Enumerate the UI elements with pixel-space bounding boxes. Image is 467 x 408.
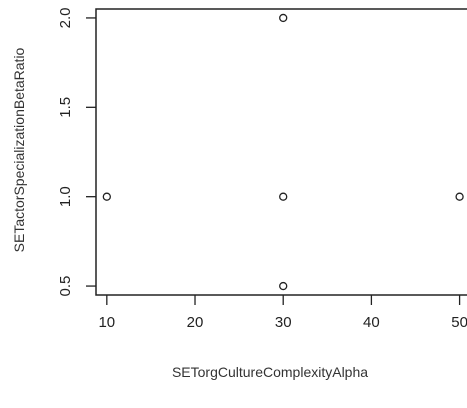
y-tick-label: 1.0 <box>57 186 74 207</box>
scatter-point <box>102 192 111 201</box>
x-tick-label: 20 <box>187 314 204 331</box>
x-tick-label: 50 <box>451 314 467 331</box>
y-tick-label: 0.5 <box>57 276 74 297</box>
scatter-point <box>279 13 288 23</box>
x-tick-label: 40 <box>363 314 380 331</box>
x-tick-label: 30 <box>275 314 292 331</box>
plot-frame <box>95 8 467 296</box>
scatter-point <box>455 192 464 201</box>
y-axis: 0.5 1.0 1.5 2.0 <box>57 8 96 297</box>
data-points <box>102 13 464 291</box>
y-tick-label: 1.5 <box>57 97 74 118</box>
y-axis-label: SETactorSpecializationBetaRatio <box>11 47 27 252</box>
x-axis-label: SETorgCultureComplexityAlpha <box>172 364 368 380</box>
y-tick-label: 2.0 <box>57 8 74 29</box>
x-tick-label: 10 <box>98 314 115 331</box>
x-axis: 10 20 30 40 50 <box>98 295 467 331</box>
scatter-point <box>279 192 288 201</box>
scatter-point <box>279 281 288 291</box>
